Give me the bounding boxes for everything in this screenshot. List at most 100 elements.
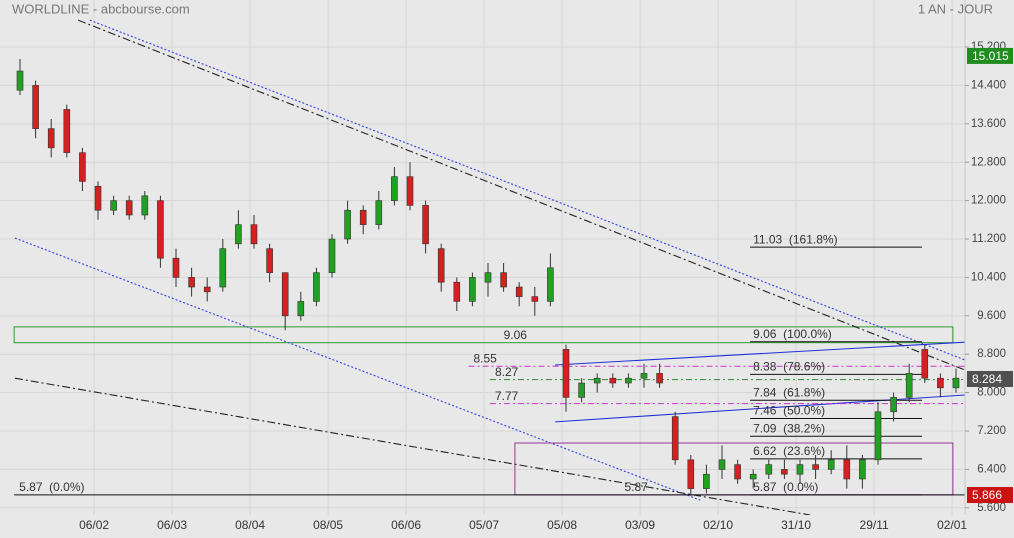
candle-body xyxy=(671,416,679,461)
candle-body xyxy=(921,349,929,379)
candle-body xyxy=(827,459,835,470)
candle-body xyxy=(250,224,258,245)
candle-body xyxy=(32,85,39,129)
candle-body xyxy=(937,377,944,389)
price-tag-label: 5.866 xyxy=(972,488,1002,502)
candle-body xyxy=(952,377,960,389)
y-tick-label: 6.400 xyxy=(977,463,1006,475)
candle-body xyxy=(749,473,757,480)
candle-body xyxy=(531,296,539,302)
candle-body xyxy=(172,257,180,278)
x-tick-label: 06/02 xyxy=(79,518,109,532)
candle-body xyxy=(796,464,804,475)
price-tag-label: 15.015 xyxy=(972,49,1009,63)
chart-title: WORLDLINE - abcbourse.com xyxy=(12,1,190,16)
candle-body xyxy=(16,70,24,91)
plot-area: 8.558.27 7.77 5.87 (0.0%) 11.03 (161.8%) 9.0… xyxy=(13,19,965,515)
y-tick-label: 8.000 xyxy=(977,387,1006,399)
level-label: 7.77 xyxy=(495,389,519,403)
candle-body xyxy=(905,373,913,398)
candle-body xyxy=(219,248,227,288)
candle-body xyxy=(469,277,476,302)
y-tick-label: 13.600 xyxy=(971,118,1006,130)
candle-body xyxy=(297,301,305,317)
candle-body xyxy=(625,377,632,384)
level-label: 8.27 xyxy=(495,365,519,379)
candle-body xyxy=(859,459,866,480)
fib-label: 9.06 (100.0%) xyxy=(753,327,832,341)
candle-body xyxy=(235,224,242,245)
fib-label: 6.62 (23.6%) xyxy=(753,444,825,458)
candle-body xyxy=(874,411,882,461)
candle-body xyxy=(266,248,273,273)
y-tick-label: 8.800 xyxy=(977,348,1006,360)
fib-label: 7.46 (50.0%) xyxy=(753,404,825,418)
x-tick-label: 08/04 xyxy=(235,518,265,532)
price-tag-label: 8.284 xyxy=(972,372,1002,386)
trend-line xyxy=(555,341,965,366)
level-label: 8.55 xyxy=(473,351,497,365)
x-tick-label: 06/06 xyxy=(391,518,421,532)
candle-body xyxy=(47,128,55,149)
x-tick-label: 02/10 xyxy=(703,518,733,532)
candle-body xyxy=(765,464,773,475)
candle-body xyxy=(718,459,726,470)
x-tick-label: 06/03 xyxy=(157,518,187,532)
level-label: 5.87 (0.0%) xyxy=(19,480,84,494)
fib-label: 7.84 (61.8%) xyxy=(753,385,825,399)
candle-body xyxy=(578,382,585,398)
candle-body xyxy=(63,109,71,153)
y-tick-label: 5.600 xyxy=(977,502,1006,514)
fib-label: 8.38 (78.6%) xyxy=(753,360,825,374)
candle-body xyxy=(484,272,492,283)
candle-body xyxy=(313,272,320,302)
trend-line xyxy=(14,377,811,515)
candle-body xyxy=(515,286,523,297)
candle-body xyxy=(203,286,211,293)
candle-body xyxy=(703,473,710,489)
fib-label: 7.09 (38.2%) xyxy=(753,421,825,435)
candle-body xyxy=(734,464,741,480)
candle-body xyxy=(359,209,367,225)
y-tick-label: 9.600 xyxy=(977,310,1006,322)
candle-body xyxy=(406,176,414,206)
candle-body xyxy=(453,281,461,302)
price-tag xyxy=(967,370,1013,387)
candle-body xyxy=(125,200,133,216)
candle-body xyxy=(562,349,570,398)
x-tick-label: 03/09 xyxy=(625,518,655,532)
candle-body xyxy=(328,238,336,273)
candle-body xyxy=(687,459,695,489)
candle-body xyxy=(812,464,819,470)
y-tick-label: 12.000 xyxy=(971,195,1006,207)
y-tick-label: 14.400 xyxy=(971,79,1006,91)
x-tick-label: 31/10 xyxy=(781,518,811,532)
x-tick-label: 08/05 xyxy=(313,518,343,532)
fib-label: 11.03 (161.8%) xyxy=(753,232,838,246)
candle-body xyxy=(281,272,289,317)
candle-body xyxy=(640,373,648,379)
candle-body xyxy=(437,248,445,283)
candle-body xyxy=(609,377,617,384)
candle-body xyxy=(375,200,383,225)
candle-body xyxy=(141,195,149,216)
y-tick-label: 11.200 xyxy=(972,233,1006,245)
candle-body xyxy=(94,185,102,211)
grid xyxy=(0,0,965,515)
y-tick-label: 7.200 xyxy=(977,425,1006,437)
x-tick-label: 29/11 xyxy=(860,518,889,532)
candle-body xyxy=(890,397,897,413)
candle-body xyxy=(656,373,663,384)
candle-body xyxy=(188,277,195,288)
chart-subtitle: 1 AN - JOUR xyxy=(918,1,993,16)
x-tick-label: 02/01 xyxy=(937,518,967,532)
candle-body xyxy=(344,209,351,240)
axes: 15.20014.40013.60012.80012.00011.20010.4… xyxy=(79,41,1013,532)
zone-label: 9.06 xyxy=(504,328,528,342)
fib-label: 5.87 (0.0%) xyxy=(753,480,818,494)
y-tick-label: 10.400 xyxy=(971,271,1006,283)
candle-body xyxy=(110,200,117,211)
candle-body xyxy=(843,459,851,480)
candle-body xyxy=(391,176,398,201)
